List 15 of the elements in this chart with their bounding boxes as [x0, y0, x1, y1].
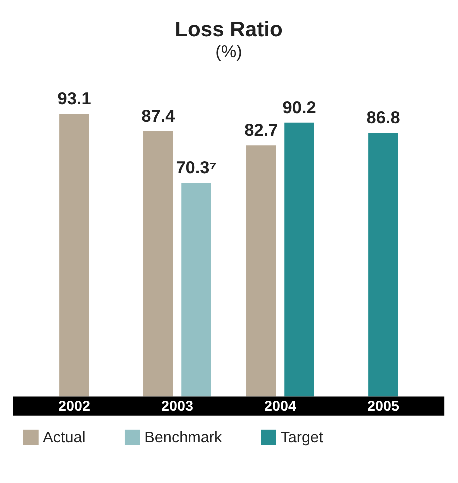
legend-label: Actual	[43, 429, 86, 446]
x-tick-label: 2002	[58, 399, 90, 416]
data-label: 87.4	[142, 106, 176, 126]
x-tick-label: 2003	[162, 399, 194, 416]
data-label: 93.1	[58, 88, 92, 108]
x-tick-label: 2004	[264, 399, 296, 416]
legend-label: Target	[280, 429, 324, 446]
data-label: 82.7	[244, 120, 278, 140]
chart-subtitle: (%)	[216, 42, 242, 62]
data-label: 90.2	[282, 97, 316, 118]
chart-title: Loss Ratio	[175, 18, 283, 42]
data-label: 70.3⁷	[176, 158, 217, 178]
data-label: 86.8	[366, 108, 401, 128]
x-tick-label: 2005	[368, 399, 400, 416]
legend-label: Benchmark	[144, 429, 223, 446]
